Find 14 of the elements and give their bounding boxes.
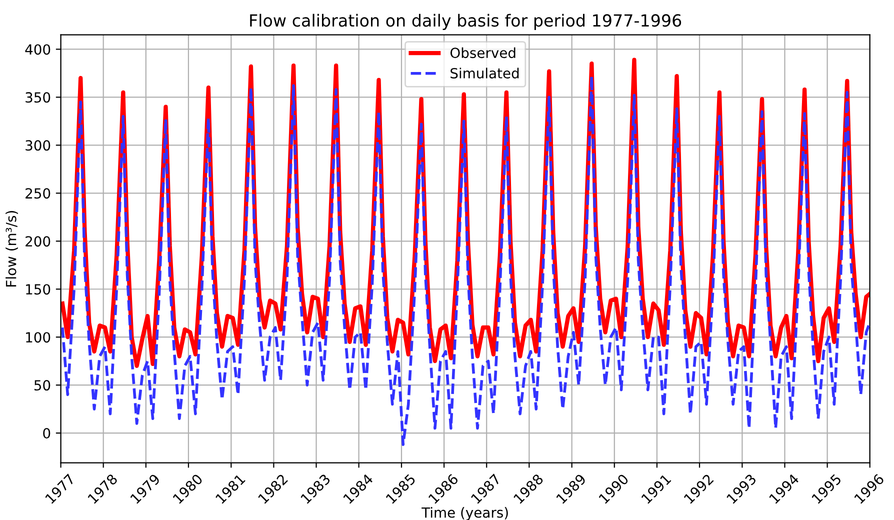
y-tick-label: 400 — [25, 44, 50, 55]
y-tick-label: 150 — [26, 284, 50, 295]
x-axis-title: Time (years) — [422, 507, 508, 520]
y-tick-label: 100 — [26, 332, 50, 343]
y-axis-title: Flow (m³/s) — [6, 211, 18, 286]
y-tick-label: 350 — [26, 92, 50, 103]
y-tick-label: 250 — [26, 188, 50, 199]
y-tick-label: 0 — [43, 428, 50, 439]
y-tick-label: 300 — [26, 140, 50, 151]
y-tick-label: 50 — [34, 380, 50, 391]
chart-title: Flow calibration on daily basis for period 1977-1996 — [250, 14, 682, 30]
y-tick-label: 200 — [26, 236, 50, 247]
legend-label: Observed — [450, 47, 516, 58]
legend-label: Simulated — [450, 68, 519, 78]
